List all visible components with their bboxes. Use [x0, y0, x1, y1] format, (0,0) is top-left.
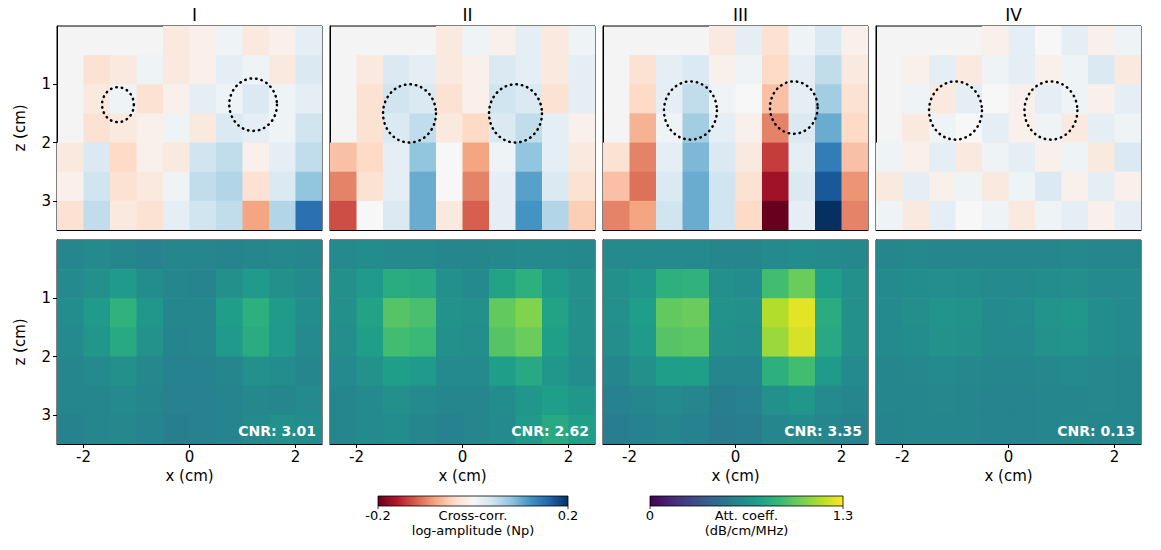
svg-text:0: 0 [185, 448, 195, 466]
svg-text:3: 3 [41, 406, 51, 424]
svg-text:Att. coeff.: Att. coeff. [715, 508, 778, 523]
svg-text:z (cm): z (cm) [11, 104, 29, 151]
svg-text:2: 2 [1110, 448, 1120, 466]
svg-text:III: III [733, 5, 748, 25]
svg-text:1: 1 [41, 289, 51, 307]
svg-text:(dB/cm/MHz): (dB/cm/MHz) [705, 523, 789, 538]
svg-text:1.3: 1.3 [833, 508, 854, 523]
svg-text:x (cm): x (cm) [438, 467, 486, 485]
svg-text:I: I [192, 5, 197, 25]
svg-text:CNR: 3.01: CNR: 3.01 [238, 423, 316, 439]
svg-text:2: 2 [564, 448, 574, 466]
svg-text:2: 2 [291, 448, 301, 466]
svg-text:log-amplitude (Np): log-amplitude (Np) [412, 523, 534, 538]
svg-text:3: 3 [41, 192, 51, 210]
svg-text:0: 0 [646, 508, 654, 523]
svg-text:CNR: 2.62: CNR: 2.62 [511, 423, 589, 439]
svg-text:2: 2 [41, 134, 51, 152]
svg-text:CNR: 3.35: CNR: 3.35 [784, 423, 862, 439]
svg-text:1: 1 [41, 75, 51, 93]
svg-text:-2: -2 [622, 448, 637, 466]
svg-text:IV: IV [1005, 5, 1022, 25]
svg-text:II: II [462, 5, 472, 25]
svg-text:2: 2 [837, 448, 847, 466]
svg-text:-0.2: -0.2 [365, 508, 390, 523]
svg-text:-2: -2 [76, 448, 91, 466]
svg-text:x (cm): x (cm) [165, 467, 213, 485]
svg-text:CNR: 0.13: CNR: 0.13 [1057, 423, 1135, 439]
svg-text:0: 0 [1004, 448, 1014, 466]
svg-text:2: 2 [41, 348, 51, 366]
svg-text:-2: -2 [349, 448, 364, 466]
svg-text:0: 0 [458, 448, 468, 466]
svg-text:x (cm): x (cm) [984, 467, 1032, 485]
svg-text:-2: -2 [895, 448, 910, 466]
svg-text:z (cm): z (cm) [11, 318, 29, 365]
svg-text:Cross-corr.: Cross-corr. [439, 508, 508, 523]
svg-text:x (cm): x (cm) [711, 467, 759, 485]
svg-text:0: 0 [731, 448, 741, 466]
svg-text:0.2: 0.2 [558, 508, 579, 523]
